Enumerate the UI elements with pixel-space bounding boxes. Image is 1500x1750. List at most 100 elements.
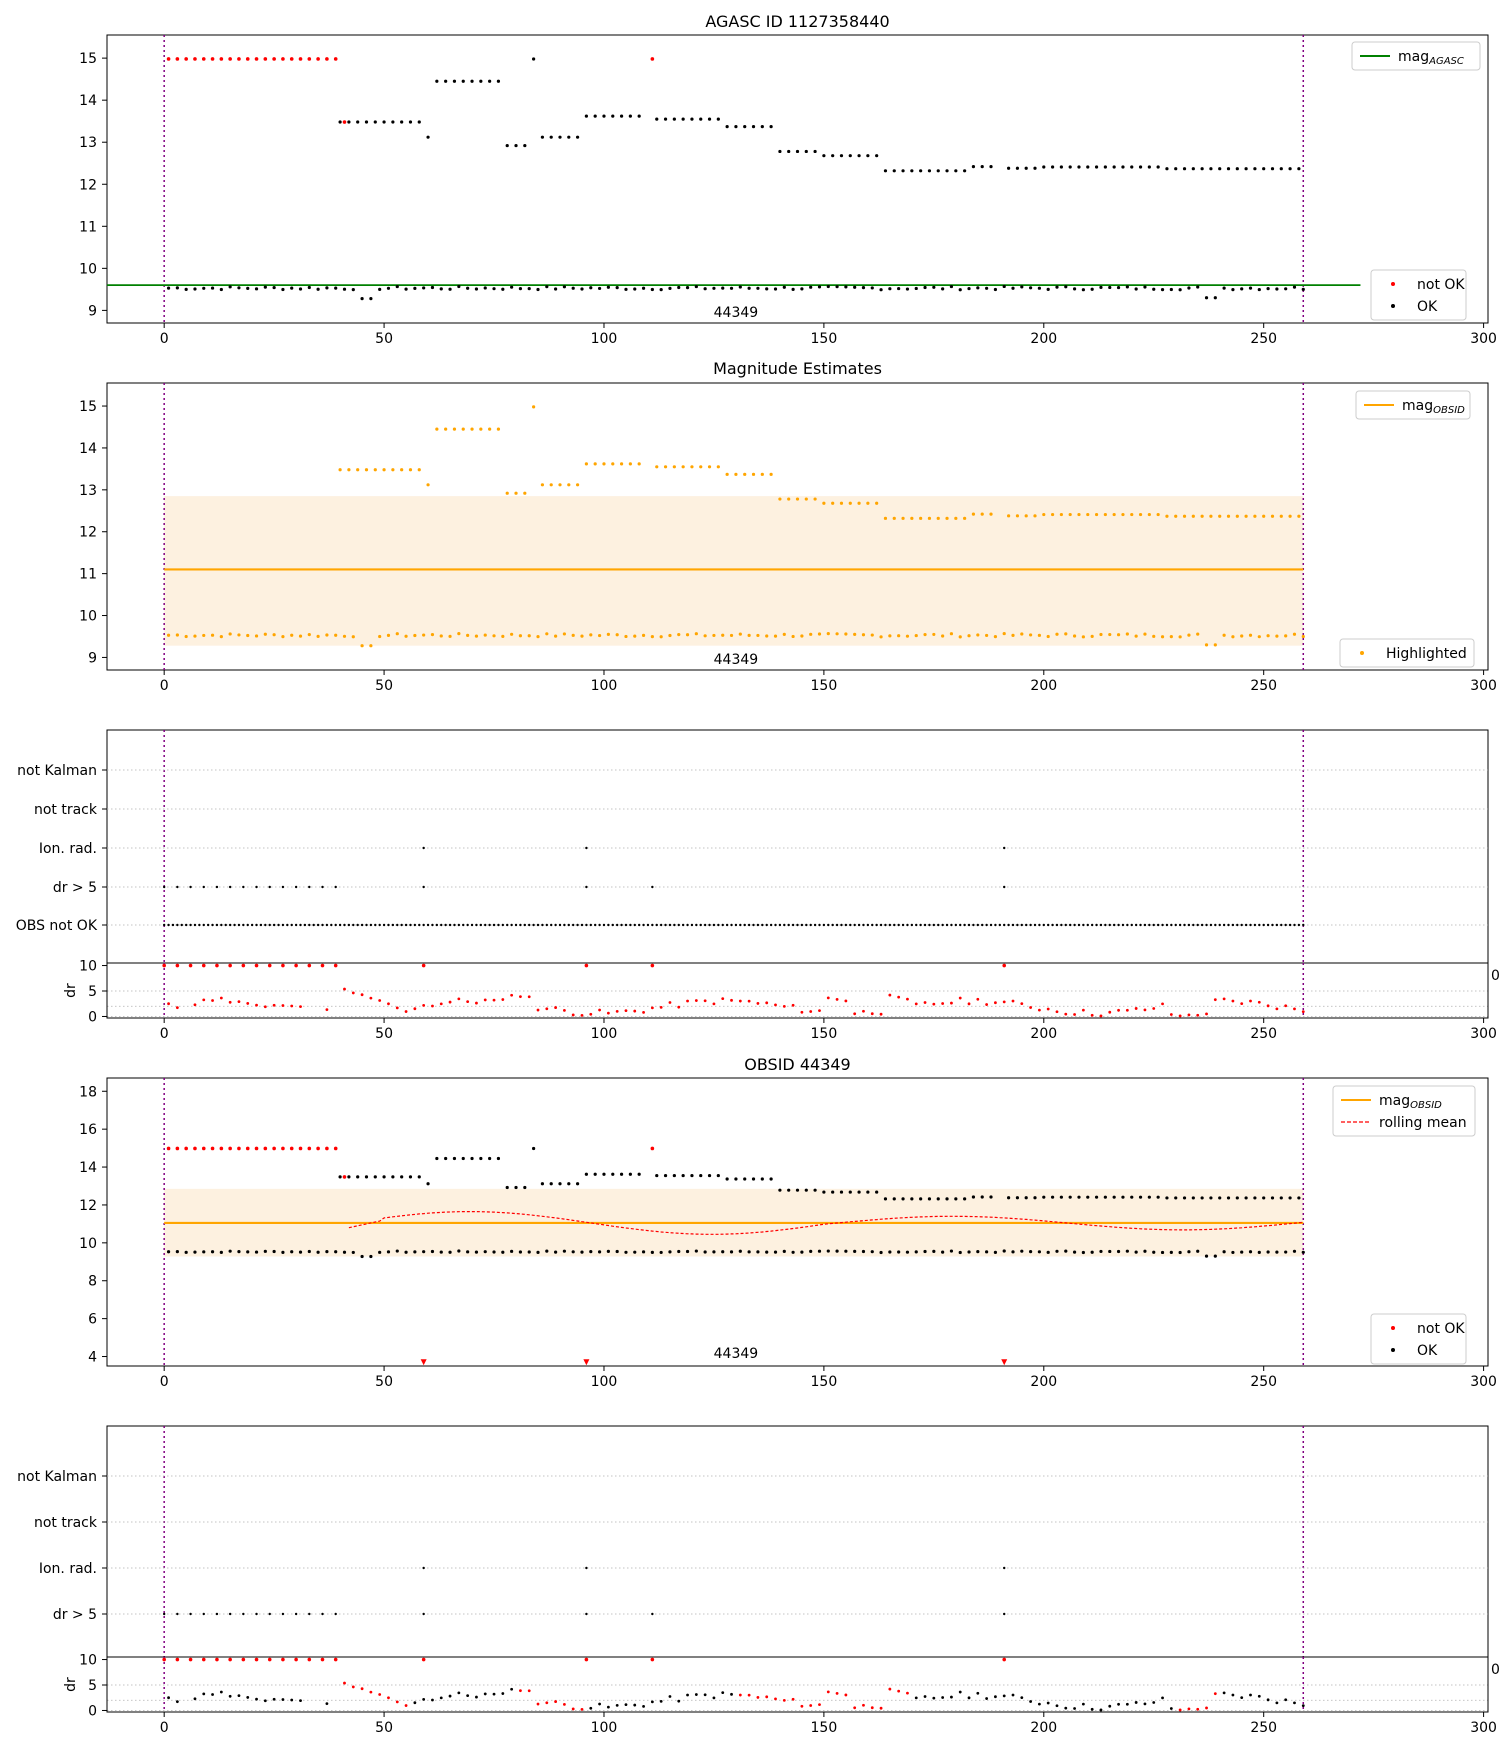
dr-point [1293, 1007, 1296, 1011]
flag-point [228, 885, 232, 889]
ok-point [743, 1177, 747, 1181]
not-ok-point [298, 57, 303, 61]
highlighted-point [1037, 633, 1041, 637]
flag-point [831, 923, 834, 927]
ok-point [1094, 1195, 1099, 1199]
ok-point [611, 1172, 615, 1176]
ok-point [839, 1190, 844, 1194]
ok-point [219, 287, 223, 292]
flag-point [184, 923, 188, 927]
clipped-tick-label: 0 [1491, 1662, 1500, 1678]
not-ok-point [342, 1175, 347, 1179]
ok-point [971, 1195, 976, 1199]
ok-point [879, 288, 883, 292]
legend-subscript: OBSID [1410, 1100, 1442, 1111]
highlighted-point [1156, 512, 1160, 517]
highlighted-point [1235, 514, 1239, 518]
dr-point [307, 963, 312, 968]
highlighted-point [496, 427, 501, 431]
axes-frame [106, 729, 1489, 964]
highlighted-point [1275, 634, 1279, 638]
ok-point [1235, 1196, 1239, 1200]
not-ok-point [281, 1146, 285, 1151]
highlighted-point [1011, 633, 1015, 637]
highlighted-point [558, 483, 562, 487]
dr-point [1301, 1010, 1305, 1014]
ok-point [1191, 167, 1195, 171]
ok-point [1033, 1196, 1037, 1200]
ok-point [435, 1156, 439, 1161]
ok-point [316, 287, 320, 291]
dr-point [1090, 1707, 1094, 1711]
ok-point [1121, 165, 1125, 169]
ok-point [1275, 1250, 1279, 1254]
dr-point [1284, 1698, 1288, 1702]
ok-point [426, 1182, 430, 1186]
ok-point [905, 1250, 910, 1254]
x-tick-label: 100 [591, 1026, 618, 1042]
ok-point [466, 286, 470, 290]
flag-point [585, 1566, 588, 1570]
dr-point [659, 1700, 663, 1703]
dr-point [1205, 1012, 1208, 1016]
flag-point [440, 923, 443, 927]
dr-point [519, 995, 522, 999]
ok-point [721, 1250, 725, 1254]
ok-point [1270, 1196, 1275, 1200]
ok-point [567, 135, 571, 139]
highlighted-point [1165, 514, 1169, 518]
ok-point [817, 1249, 822, 1253]
flag-point [1060, 923, 1063, 927]
flag-point [1280, 923, 1283, 927]
dr-point [325, 1702, 329, 1706]
flag-point [176, 923, 179, 927]
ok-point [210, 286, 215, 290]
flag-point [1196, 923, 1199, 927]
ok-point [246, 286, 250, 291]
flag-point [224, 923, 227, 927]
obsid-label: 44349 [714, 305, 759, 321]
x-tick-label: 100 [591, 331, 618, 347]
x-tick-label: 200 [1030, 1720, 1057, 1736]
ok-point [778, 1188, 782, 1192]
ok-point [672, 117, 676, 121]
dr-point [241, 963, 246, 968]
x-tick-label: 100 [591, 1374, 618, 1390]
ok-point [1174, 167, 1178, 171]
highlighted-point [567, 483, 571, 487]
y-tick-label: 14 [79, 441, 97, 457]
ok-point [263, 285, 267, 289]
highlighted-point [650, 634, 654, 639]
highlighted-point [712, 633, 716, 638]
ok-point [492, 287, 496, 291]
y-tick-label: 10 [79, 1236, 97, 1252]
ok-point [967, 1250, 971, 1254]
ok-point [395, 284, 399, 289]
category-label: not track [34, 802, 98, 818]
ok-point [870, 286, 874, 290]
dr-point [721, 997, 725, 1001]
dr-point [202, 998, 206, 1002]
highlighted-point [254, 634, 259, 638]
ok-point [549, 1182, 553, 1186]
dr-point [598, 1702, 601, 1706]
dr-point [219, 996, 223, 1000]
dr-point [659, 1006, 663, 1009]
dr-point [818, 1703, 821, 1707]
ok-point [1081, 288, 1085, 292]
not-ok-point [316, 57, 320, 61]
highlighted-point [633, 634, 637, 638]
highlighted-point [1103, 512, 1107, 517]
flag-point [1095, 923, 1098, 927]
y-tick-label: 16 [79, 1122, 97, 1138]
flag-point [206, 923, 210, 927]
dr-point [466, 1000, 470, 1004]
dr-axis-label: dr [63, 983, 79, 998]
dr-point [1205, 1706, 1208, 1710]
ok-point [597, 1250, 602, 1254]
ok-point [809, 1249, 813, 1253]
ok-point [439, 1250, 443, 1254]
ok-point [184, 1250, 188, 1254]
ok-point [488, 1156, 492, 1161]
dr-point [421, 1657, 426, 1662]
